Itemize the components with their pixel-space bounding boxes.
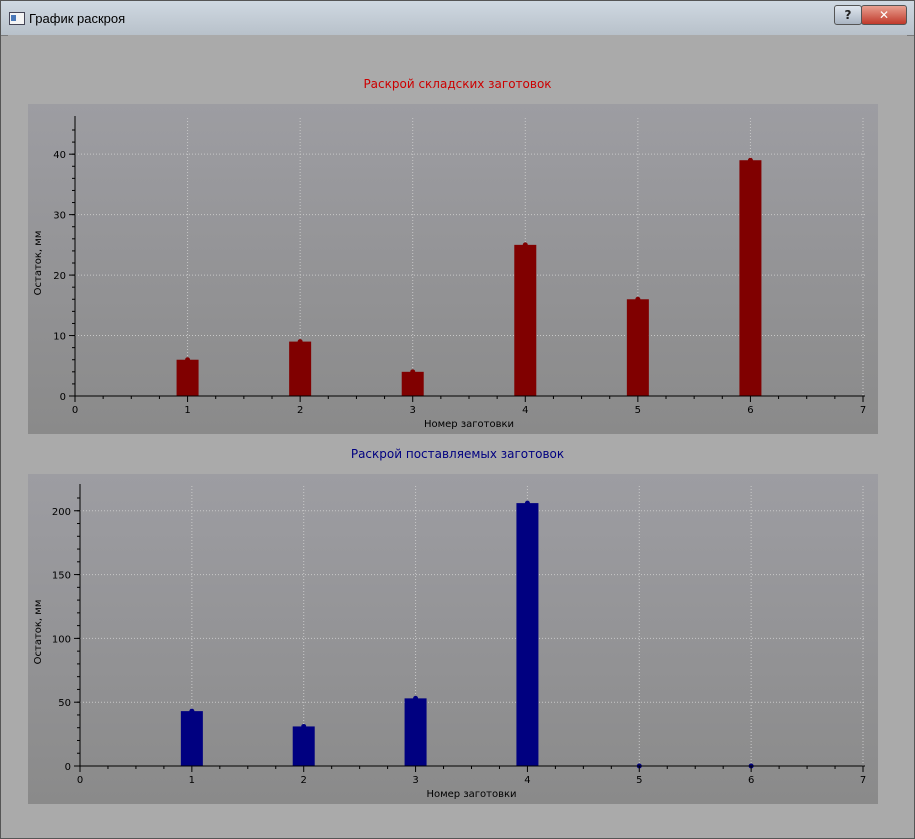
chart1-y-tick-label: 30: [53, 211, 66, 222]
chart1-point-1: [185, 357, 190, 362]
chart1-y-tick-label: 10: [53, 332, 66, 343]
chart1-x-tick-label: 5: [635, 405, 641, 416]
chart2-y-tick-label: 200: [52, 507, 71, 518]
chart2-x-tick-label: 6: [748, 775, 754, 786]
chart1-bar-6: [739, 160, 761, 396]
chart2-x-tick-label: 0: [77, 775, 83, 786]
chart2-bar-3: [405, 698, 427, 766]
chart2-title: Раскрой поставляемых заготовок: [8, 447, 907, 461]
window-title: График раскроя: [29, 11, 125, 26]
chart1-y-tick-label: 20: [53, 271, 66, 282]
help-button[interactable]: ?: [834, 5, 862, 25]
chart2-plot: 0 1 2 3 4 5 6 7 0 50 100 150 200 Номер заготовки Остат…: [28, 474, 878, 804]
chart2-x-tick-label: 5: [636, 775, 642, 786]
chart2-x-axis-label: Номер заготовки: [426, 789, 516, 800]
chart1-x-tick-label: 6: [747, 405, 753, 416]
chart1-bar-4: [514, 245, 536, 396]
chart2-x-tick-label: 4: [524, 775, 530, 786]
chart2-x-tick-label: 1: [189, 775, 195, 786]
chart1-point-5: [635, 297, 640, 302]
chart2-y-tick-label: 50: [58, 698, 71, 709]
chart2-x-tick-label: 3: [412, 775, 418, 786]
chart1-bar-3: [402, 372, 424, 396]
chart2-y-tick-label: 150: [52, 571, 71, 582]
chart1-x-tick-label: 3: [410, 405, 416, 416]
chart2-point-2: [301, 724, 306, 729]
chart2-point-4: [525, 501, 530, 506]
chart1-point-3: [410, 369, 415, 374]
chart1-y-tick-label: 0: [60, 392, 66, 403]
chart2-bar-2: [293, 726, 315, 766]
chart2-bar-1: [181, 711, 203, 766]
chart1-point-4: [523, 242, 528, 247]
chart2-y-tick-label: 100: [52, 634, 71, 645]
chart1-x-tick-label: 7: [860, 405, 866, 416]
window-titlebar[interactable]: График раскроя ? ✕: [1, 1, 914, 36]
chart2-bar-4: [516, 503, 538, 766]
chart1-point-2: [298, 339, 303, 344]
window-app-icon: [9, 12, 25, 25]
chart1-point-6: [748, 158, 753, 163]
window-client-area: Раскрой складских заготовок 0 1 2 3 4 5 6 7 0 10 2…: [8, 35, 907, 831]
chart2-x-tick-label: 2: [301, 775, 307, 786]
chart2-y-tick-label: 0: [65, 762, 71, 773]
chart1-x-tick-label: 1: [184, 405, 190, 416]
chart2-background: [28, 474, 878, 804]
chart1-x-axis-label: Номер заготовки: [424, 419, 514, 430]
close-button[interactable]: ✕: [861, 5, 907, 25]
chart2-x-tick-label: 7: [860, 775, 866, 786]
chart1-y-tick-label: 40: [53, 150, 66, 161]
chart2-point-1: [189, 709, 194, 714]
chart1-bar-2: [289, 342, 311, 396]
chart2-y-axis-label: Остаток, мм: [33, 600, 44, 665]
chart1-plot: 0 1 2 3 4 5 6 7 0 10 20 30 40 Номер заготовки Остаток,…: [28, 104, 878, 434]
chart1-x-tick-label: 0: [72, 405, 78, 416]
chart1-x-tick-label: 4: [522, 405, 528, 416]
chart2-point-3: [413, 696, 418, 701]
chart1-x-tick-label: 2: [297, 405, 303, 416]
chart1-bar-5: [627, 299, 649, 396]
chart1-y-axis-label: Остаток, мм: [33, 231, 44, 296]
chart1-title: Раскрой складских заготовок: [8, 77, 907, 91]
chart1-bar-1: [177, 360, 199, 396]
